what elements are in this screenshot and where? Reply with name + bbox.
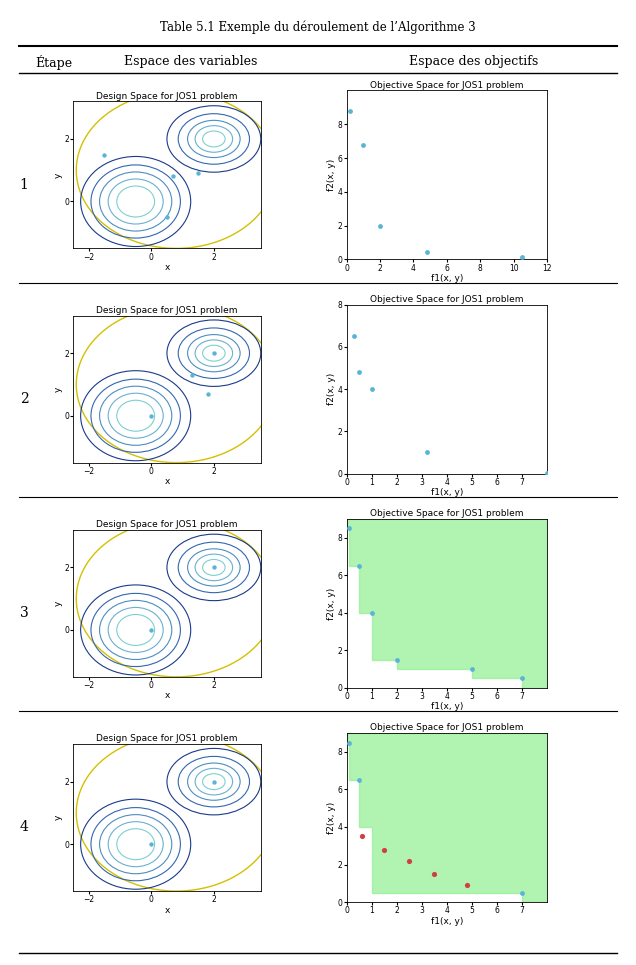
Point — [349, 329, 359, 345]
Point — [193, 166, 204, 181]
Point — [429, 867, 439, 882]
Point — [344, 520, 354, 536]
Text: Table 5.1 Exemple du déroulement de l’Algorithme 3: Table 5.1 Exemple du déroulement de l’Al… — [160, 20, 476, 34]
Text: Espace des variables: Espace des variables — [124, 55, 258, 68]
Point — [209, 560, 219, 575]
X-axis label: f1(x, y): f1(x, y) — [431, 917, 463, 925]
X-axis label: x: x — [164, 262, 170, 272]
Title: Design Space for JOS1 problem: Design Space for JOS1 problem — [96, 734, 238, 743]
Point — [99, 147, 109, 162]
Point — [392, 652, 402, 668]
Point — [467, 661, 477, 676]
Point — [354, 365, 364, 380]
Title: Objective Space for JOS1 problem: Objective Space for JOS1 problem — [370, 295, 523, 304]
Point — [375, 218, 385, 234]
Point — [366, 381, 377, 397]
Point — [379, 841, 389, 857]
Point — [404, 853, 414, 869]
Point — [422, 244, 432, 260]
Point — [345, 103, 355, 119]
Y-axis label: f2(x, y): f2(x, y) — [327, 159, 336, 191]
Y-axis label: y: y — [53, 600, 63, 606]
Y-axis label: y: y — [53, 814, 63, 820]
Point — [354, 558, 364, 573]
Point — [343, 292, 353, 308]
Point — [517, 885, 527, 900]
Polygon shape — [347, 519, 547, 688]
Text: Espace des objectifs: Espace des objectifs — [409, 55, 539, 68]
Y-axis label: y: y — [53, 386, 63, 392]
X-axis label: f1(x, y): f1(x, y) — [431, 703, 463, 711]
Point — [358, 137, 368, 152]
Point — [517, 671, 527, 686]
X-axis label: f1(x, y): f1(x, y) — [431, 488, 463, 497]
Point — [517, 249, 527, 264]
X-axis label: x: x — [164, 905, 170, 915]
Point — [354, 772, 364, 787]
Point — [344, 734, 354, 750]
Title: Design Space for JOS1 problem: Design Space for JOS1 problem — [96, 520, 238, 529]
Point — [168, 169, 178, 184]
Point — [366, 605, 377, 620]
Text: 4: 4 — [20, 820, 29, 835]
Text: 3: 3 — [20, 606, 29, 620]
Title: Objective Space for JOS1 problem: Objective Space for JOS1 problem — [370, 81, 523, 90]
Point — [146, 408, 156, 424]
Y-axis label: y: y — [53, 172, 63, 178]
Point — [357, 829, 367, 844]
X-axis label: x: x — [164, 477, 170, 486]
Point — [209, 345, 219, 361]
X-axis label: x: x — [164, 691, 170, 701]
Point — [146, 622, 156, 638]
Point — [162, 209, 172, 225]
Point — [209, 774, 219, 789]
Point — [422, 445, 432, 460]
Title: Objective Space for JOS1 problem: Objective Space for JOS1 problem — [370, 510, 523, 518]
X-axis label: f1(x, y): f1(x, y) — [431, 274, 463, 283]
Y-axis label: f2(x, y): f2(x, y) — [327, 373, 336, 405]
Point — [187, 368, 197, 383]
Title: Objective Space for JOS1 problem: Objective Space for JOS1 problem — [370, 724, 523, 732]
Point — [146, 837, 156, 852]
Text: Étape: Étape — [35, 55, 72, 70]
Point — [542, 465, 552, 481]
Point — [202, 386, 212, 401]
Text: 1: 1 — [20, 178, 29, 192]
Y-axis label: f2(x, y): f2(x, y) — [327, 802, 336, 834]
Title: Design Space for JOS1 problem: Design Space for JOS1 problem — [96, 92, 238, 100]
Title: Design Space for JOS1 problem: Design Space for JOS1 problem — [96, 306, 238, 315]
Y-axis label: f2(x, y): f2(x, y) — [327, 588, 336, 620]
Polygon shape — [347, 733, 547, 902]
Point — [462, 877, 472, 893]
Text: 2: 2 — [20, 392, 29, 406]
